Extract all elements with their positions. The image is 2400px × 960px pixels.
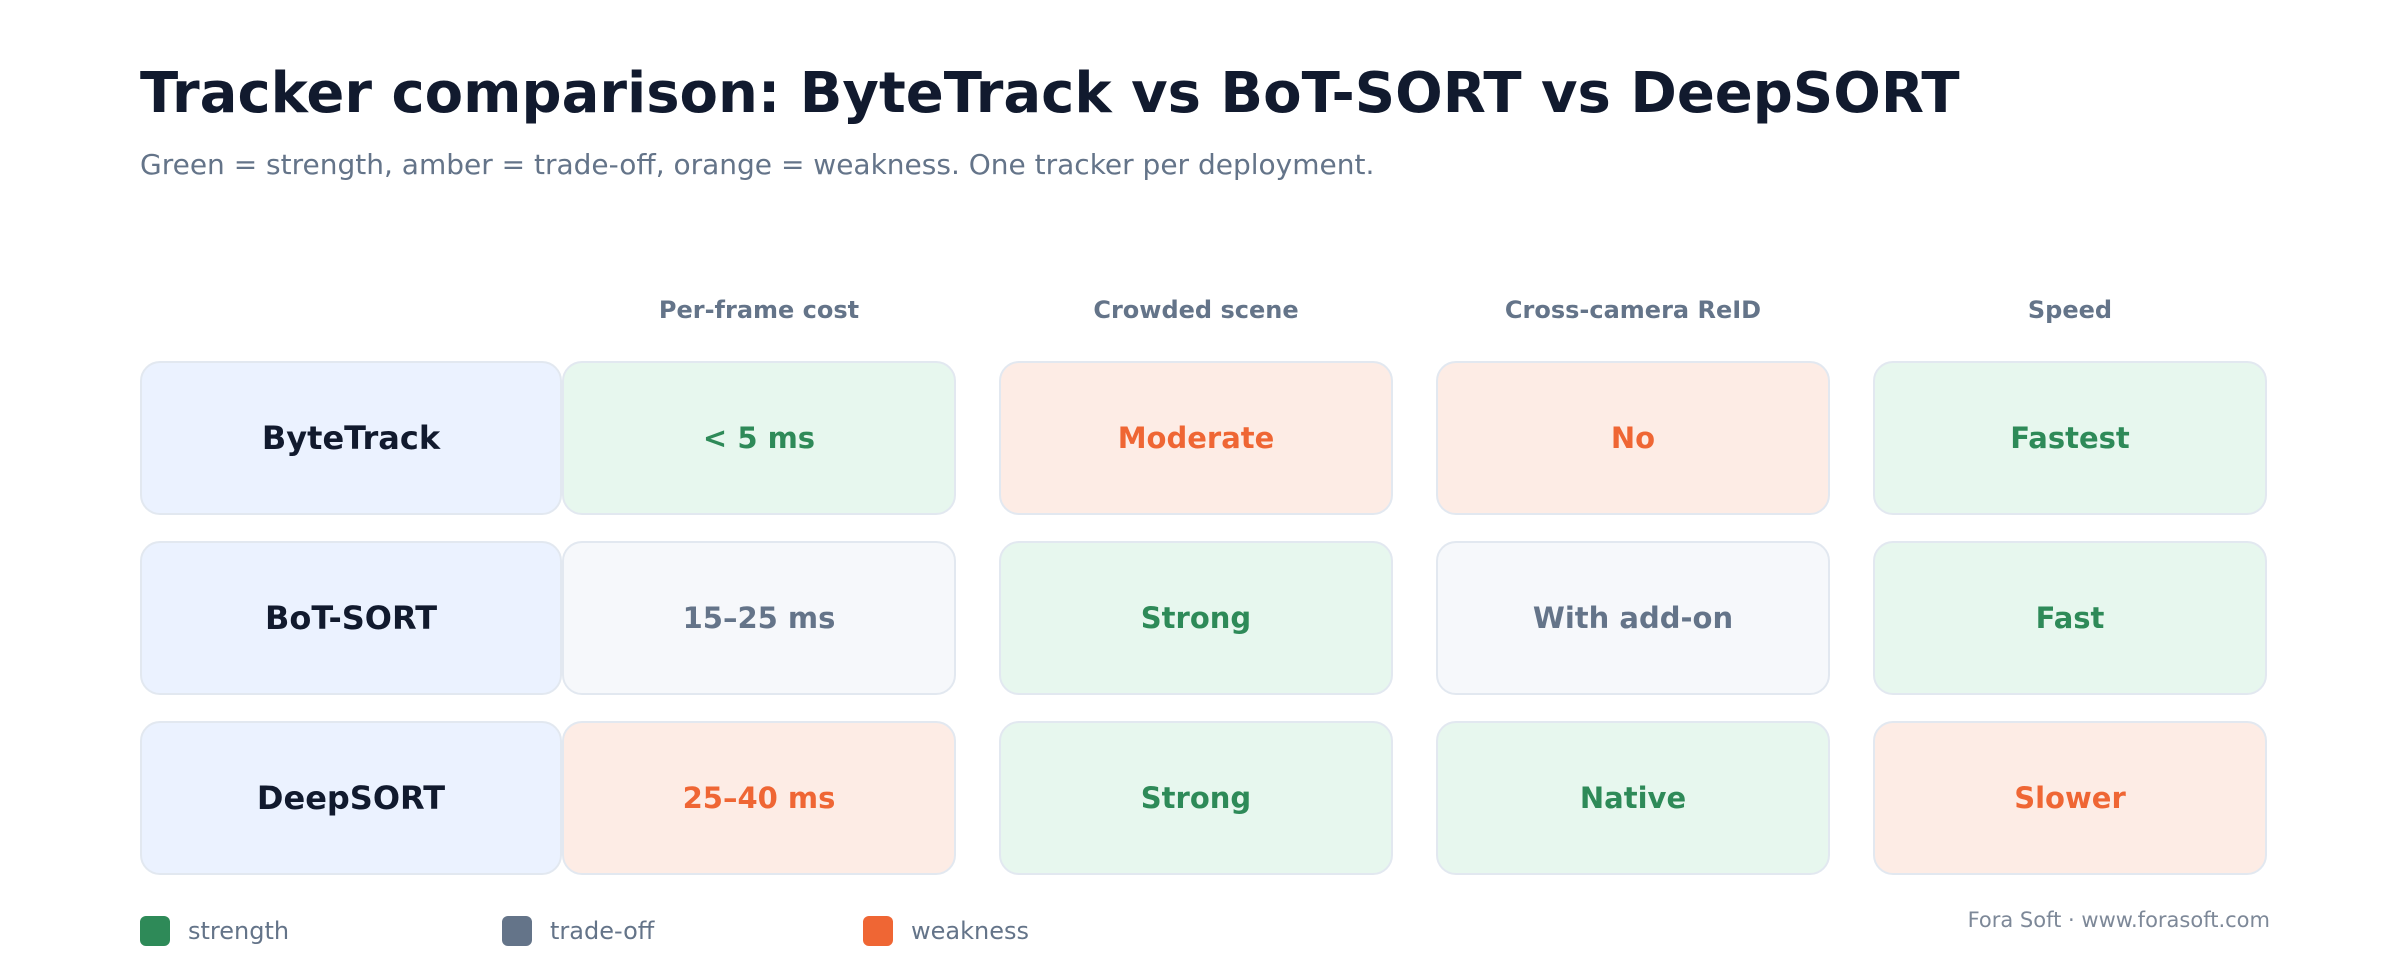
footer-credit: Fora Soft · www.forasoft.com [1967,908,2270,932]
column-header-cross-camera-reid: Cross-camera ReID [1504,296,1762,324]
cell-bot-sort-cross-camera-reid: With add-on [1436,541,1830,695]
legend-label-weakness: weakness [911,917,1029,945]
legend-item-weakness: weakness [863,916,1029,946]
column-header-crowded-scene: Crowded scene [1093,296,1299,324]
legend-swatch-strength [140,916,170,946]
page-title: Tracker comparison: ByteTrack vs BoT-SOR… [140,61,1960,126]
cell-bytetrack-crowded-scene: Moderate [999,361,1393,515]
column-header-per-frame-cost: Per-frame cost [658,296,860,324]
cell-bot-sort-crowded-scene: Strong [999,541,1393,695]
legend-swatch-weakness [863,916,893,946]
cell-bytetrack-per-frame-cost: < 5 ms [562,361,956,515]
cell-deepsort-per-frame-cost: 25–40 ms [562,721,956,875]
cell-bot-sort-speed: Fast [1873,541,2267,695]
cell-bot-sort-per-frame-cost: 15–25 ms [562,541,956,695]
page-subtitle: Green = strength, amber = trade-off, ora… [140,148,1375,181]
legend-swatch-trade-off [502,916,532,946]
cell-bytetrack-cross-camera-reid: No [1436,361,1830,515]
cell-deepsort-crowded-scene: Strong [999,721,1393,875]
row-label-bytetrack: ByteTrack [140,361,562,515]
row-label-deepsort: DeepSORT [140,721,562,875]
cell-deepsort-cross-camera-reid: Native [1436,721,1830,875]
cell-deepsort-speed: Slower [1873,721,2267,875]
column-header-speed: Speed [2027,296,2113,324]
row-label-bot-sort: BoT-SORT [140,541,562,695]
legend-label-trade-off: trade-off [550,917,655,945]
legend-label-strength: strength [188,917,290,945]
legend-item-strength: strength [140,916,289,946]
legend-item-trade-off: trade-off [502,916,654,946]
cell-bytetrack-speed: Fastest [1873,361,2267,515]
